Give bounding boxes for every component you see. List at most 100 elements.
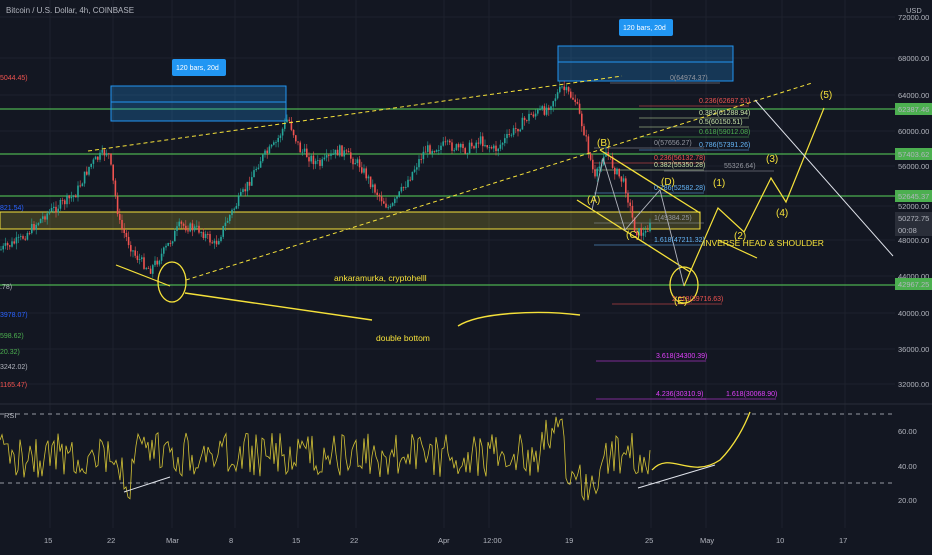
candle-body bbox=[356, 159, 359, 164]
candle-body bbox=[625, 178, 627, 194]
candle-body bbox=[614, 167, 616, 175]
candle-body bbox=[42, 216, 44, 219]
fib-label-7: 0.236(56132.78) bbox=[654, 155, 705, 162]
price-tag-4: 00:08 bbox=[898, 226, 917, 235]
candle-body bbox=[556, 92, 559, 99]
candle-body bbox=[13, 241, 15, 244]
x-tick-2: Mar bbox=[166, 536, 179, 545]
candle-body bbox=[103, 149, 106, 156]
candle-body bbox=[209, 234, 211, 243]
candle-body bbox=[255, 168, 257, 171]
candle-body bbox=[75, 195, 77, 198]
candle-body bbox=[55, 206, 57, 213]
candle-body bbox=[484, 145, 486, 147]
candle-body bbox=[185, 225, 187, 231]
candle-body bbox=[88, 166, 90, 175]
candle-body bbox=[431, 151, 433, 154]
candle-body bbox=[200, 232, 202, 233]
candle-body bbox=[493, 145, 495, 149]
candle-body bbox=[504, 138, 506, 144]
rsi-tick-2: 20.00 bbox=[898, 496, 917, 505]
candle-body bbox=[2, 245, 4, 250]
candle-body bbox=[341, 145, 343, 157]
rsi-div-2 bbox=[637, 464, 716, 489]
candle-body bbox=[24, 238, 26, 240]
candle-body bbox=[548, 107, 550, 110]
candle-body bbox=[583, 126, 585, 136]
candle-body bbox=[611, 156, 614, 168]
candle-body bbox=[587, 136, 590, 154]
candle-body bbox=[167, 242, 169, 246]
wave-a: (A) bbox=[587, 195, 600, 206]
candle-body bbox=[160, 253, 163, 261]
candle-body bbox=[378, 194, 381, 197]
candle-body bbox=[598, 166, 601, 169]
candle-body bbox=[574, 99, 576, 102]
candle-body bbox=[332, 154, 334, 155]
candle-body bbox=[301, 151, 304, 153]
candle-body bbox=[211, 242, 213, 244]
y-tick-10: 32000.00 bbox=[898, 380, 929, 389]
rsi-line bbox=[0, 416, 651, 502]
candle-body bbox=[594, 169, 596, 177]
price-tag-3: 50272.75 bbox=[898, 214, 929, 223]
candle-body bbox=[510, 134, 513, 136]
price-tag-5: 42967.25 bbox=[898, 280, 929, 289]
candle-body bbox=[226, 220, 229, 223]
candle-body bbox=[596, 168, 598, 177]
candle-body bbox=[433, 151, 436, 152]
candle-body bbox=[152, 265, 154, 274]
bar-range-1 bbox=[110, 85, 287, 122]
candle-body bbox=[44, 216, 46, 220]
candle-body bbox=[22, 236, 24, 239]
candle-body bbox=[0, 249, 2, 251]
candle-body bbox=[512, 128, 515, 135]
candle-body bbox=[193, 226, 196, 231]
candle-body bbox=[314, 160, 317, 165]
candle-body bbox=[86, 171, 88, 175]
bar-count-label-2: 120 bars, 20d bbox=[623, 25, 666, 32]
candle-body bbox=[501, 143, 504, 145]
candle-body bbox=[354, 163, 356, 165]
left-label-5: 20.32) bbox=[0, 349, 20, 356]
candle-body bbox=[231, 209, 233, 216]
candle-body bbox=[589, 153, 592, 160]
candle-body bbox=[169, 242, 172, 244]
candle-body bbox=[319, 160, 321, 166]
candle-body bbox=[171, 241, 174, 244]
candle-body bbox=[66, 195, 68, 205]
candle-body bbox=[312, 155, 315, 165]
candle-body bbox=[427, 145, 429, 152]
candle-body bbox=[284, 122, 286, 129]
candle-body bbox=[631, 205, 634, 218]
candle-body bbox=[537, 109, 539, 114]
candle-body bbox=[288, 119, 290, 122]
candle-body bbox=[539, 109, 541, 111]
candle-body bbox=[325, 155, 328, 158]
candle-body bbox=[31, 223, 33, 234]
candle-body bbox=[240, 192, 242, 196]
candle-body bbox=[482, 136, 484, 147]
y-tick-1: 68000.00 bbox=[898, 54, 929, 63]
candle-body bbox=[270, 144, 273, 147]
candle-body bbox=[156, 260, 158, 265]
candle-body bbox=[418, 159, 420, 168]
left-label-0: 5044.45) bbox=[0, 75, 28, 82]
y-tick-5: 52000.00 bbox=[898, 202, 929, 211]
candle-body bbox=[112, 164, 114, 181]
candle-body bbox=[416, 167, 418, 170]
candle-body bbox=[317, 160, 319, 161]
candle-body bbox=[123, 228, 125, 233]
candle-body bbox=[352, 158, 354, 165]
candle-body bbox=[266, 150, 268, 154]
candle-body bbox=[119, 214, 121, 220]
candle-body bbox=[114, 180, 117, 196]
candle-body bbox=[640, 228, 642, 236]
candle-body bbox=[229, 215, 231, 221]
candle-body bbox=[365, 168, 367, 179]
candle-body bbox=[642, 232, 645, 236]
candle-body bbox=[402, 186, 405, 188]
y-tick-6: 48000.00 bbox=[898, 236, 929, 245]
